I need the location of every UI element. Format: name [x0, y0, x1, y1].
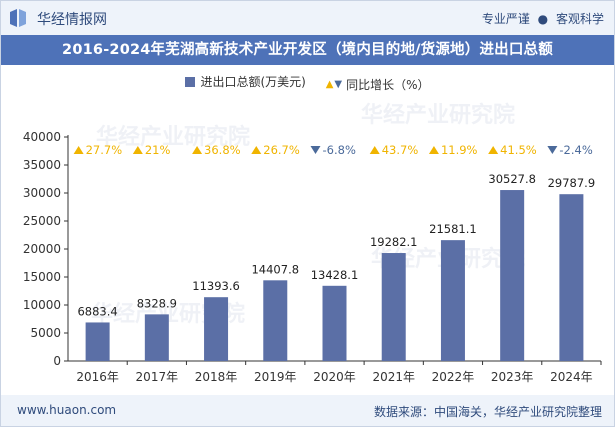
watermark: 华经产业研究院 — [361, 103, 516, 128]
y-tick-label: 15000 — [23, 270, 61, 284]
triangle-up-icon: ▲ — [325, 78, 334, 90]
growth-label: -2.4% — [559, 143, 592, 157]
growth-label: -6.8% — [323, 143, 356, 157]
footer-url: www.huaon.com — [17, 403, 117, 417]
chart-legend: 进出口总额(万美元) ▲ ▼ 同比增长（%） — [1, 73, 614, 93]
tag-professional: 专业严谨 — [481, 12, 530, 26]
bar — [204, 297, 229, 361]
y-tick-label: 5000 — [30, 326, 61, 340]
y-tick-label: 20000 — [23, 242, 61, 256]
bar — [440, 240, 465, 361]
growth-up-triangle-icon — [369, 146, 380, 154]
x-tick-label: 2018年 — [195, 370, 238, 384]
growth-down-triangle-icon — [310, 146, 321, 154]
legend-item-growth: ▲ ▼ 同比增长（%） — [326, 76, 430, 93]
growth-label: 11.9% — [441, 143, 478, 157]
growth-down-triangle-icon — [547, 146, 558, 154]
x-tick-label: 2020年 — [313, 370, 356, 384]
top-right-tags: 专业严谨 ● 客观科学 — [482, 10, 604, 27]
growth-label: 36.8% — [204, 143, 241, 157]
y-tick-label: 25000 — [23, 214, 61, 228]
bar — [322, 285, 347, 361]
tag-objective: 客观科学 — [555, 12, 604, 26]
bar-value-label: 21581.1 — [429, 222, 477, 236]
bar-value-label: 6883.4 — [77, 304, 117, 318]
growth-up-triangle-icon — [428, 146, 439, 154]
bar — [500, 190, 525, 361]
bar — [144, 314, 169, 361]
separator-dot-icon: ● — [537, 12, 549, 26]
triangle-down-icon: ▼ — [334, 78, 343, 90]
growth-label: 41.5% — [500, 143, 537, 157]
bar-chart: 0 5000 10000 15000 20000 25000 30000 35000 40000… — [23, 130, 602, 384]
x-tick-label: 2022年 — [432, 370, 475, 384]
bar — [381, 253, 406, 361]
bar-value-label: 8328.9 — [137, 296, 177, 310]
bar-value-label: 19282.1 — [370, 235, 418, 249]
growth-label: 21% — [145, 143, 171, 157]
chart-title: 2016-2024年芜湖高新技术产业开发区（境内目的地/货源地）进出口总额 — [1, 35, 614, 65]
growth-label: 27.7% — [86, 143, 123, 157]
growth-up-triangle-icon — [73, 146, 84, 154]
brand-name: 华经情报网 — [37, 12, 107, 28]
growth-label: 26.7% — [263, 143, 300, 157]
bar-value-label: 30527.8 — [488, 172, 536, 186]
bar-value-label: 13428.1 — [311, 268, 359, 282]
x-tick-label: 2016年 — [76, 370, 119, 384]
y-tick-label: 40000 — [23, 130, 61, 144]
y-tick-label: 35000 — [23, 158, 61, 172]
growth-up-triangle-icon — [132, 146, 143, 154]
x-tick-label: 2024年 — [550, 370, 593, 384]
bar — [85, 322, 110, 361]
bar — [559, 194, 584, 361]
y-tick-label: 10000 — [23, 298, 61, 312]
watermark: 华经产业研究院 — [96, 125, 251, 150]
y-tick-label: 0 — [53, 354, 61, 368]
footer-source: 数据来源：中国海关，华经产业研究院整理 — [373, 405, 602, 419]
top-bar: 华经情报网 专业严谨 ● 客观科学 — [1, 1, 614, 35]
growth-up-triangle-icon — [192, 146, 203, 154]
bar-swatch-icon — [185, 76, 196, 87]
bar-value-label: 29787.9 — [548, 176, 596, 190]
x-tick-label: 2023年 — [491, 370, 534, 384]
footer-bar: www.huaon.com 数据来源：中国海关，华经产业研究院整理 — [1, 395, 614, 426]
x-tick-label: 2021年 — [372, 370, 415, 384]
y-tick-label: 30000 — [23, 186, 61, 200]
x-tick-label: 2019年 — [254, 370, 297, 384]
legend-item-total: 进出口总额(万美元) — [185, 73, 306, 90]
bar-value-label: 11393.6 — [192, 279, 240, 293]
huajing-logo-icon — [10, 9, 26, 27]
growth-up-triangle-icon — [251, 146, 262, 154]
bar — [263, 280, 288, 361]
legend-label-growth: 同比增长（%） — [346, 77, 430, 92]
legend-label-total: 进出口总额(万美元) — [200, 75, 306, 89]
x-tick-label: 2017年 — [136, 370, 179, 384]
bar-value-label: 14407.8 — [251, 262, 299, 276]
growth-up-triangle-icon — [488, 146, 499, 154]
growth-label: 43.7% — [382, 143, 419, 157]
